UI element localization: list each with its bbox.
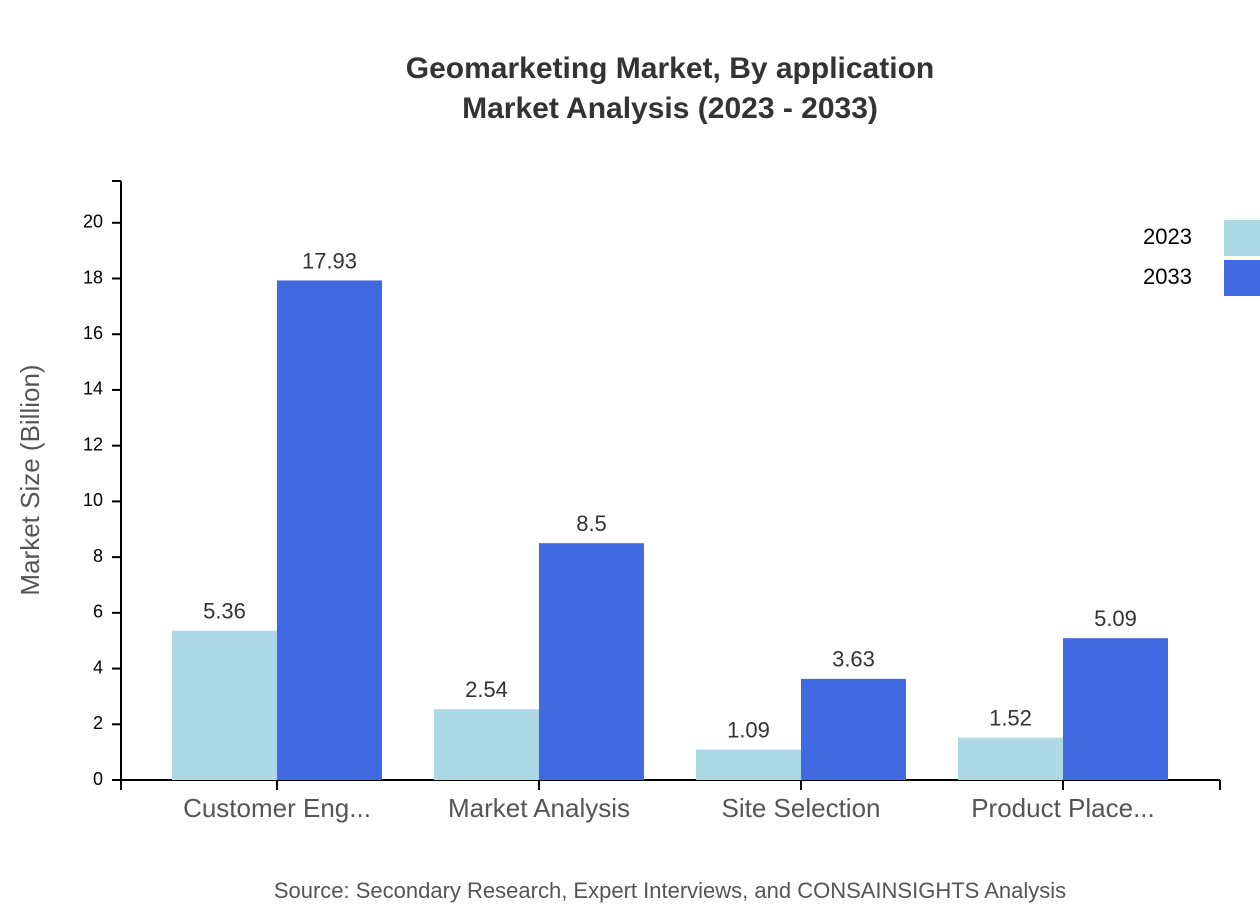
chart-title: Geomarketing Market, By application [406, 52, 934, 85]
x-tick-label: Customer Eng... [183, 793, 371, 823]
source-note: Source: Secondary Research, Expert Inter… [274, 878, 1066, 903]
value-label: 2.54 [465, 677, 508, 702]
value-label: 8.5 [576, 511, 607, 536]
value-label: 5.09 [1094, 606, 1137, 631]
value-label: 3.63 [832, 647, 875, 672]
legend-label: 2023 [1143, 224, 1192, 249]
y-tick-label: 20 [83, 212, 103, 232]
y-tick-label: 8 [93, 546, 103, 566]
bar [696, 749, 801, 780]
value-label: 1.52 [989, 705, 1032, 730]
bar [801, 678, 906, 780]
y-tick-label: 2 [93, 713, 103, 733]
y-tick-label: 4 [93, 657, 103, 677]
legend-swatch [1224, 220, 1260, 256]
x-tick-label: Product Place... [971, 793, 1155, 823]
bar [539, 543, 644, 780]
y-axis-label: Market Size (Billion) [15, 364, 45, 595]
value-label: 5.36 [203, 598, 246, 623]
bar [277, 280, 382, 780]
x-tick-label: Site Selection [722, 793, 881, 823]
y-tick-label: 0 [93, 769, 103, 789]
legend-label: 2033 [1143, 264, 1192, 289]
x-tick-label: Market Analysis [448, 793, 630, 823]
bar [172, 630, 277, 780]
value-label: 17.93 [302, 248, 357, 273]
y-tick-label: 6 [93, 602, 103, 622]
y-tick-label: 14 [83, 379, 103, 399]
legend-swatch [1224, 260, 1260, 296]
y-tick-label: 10 [83, 490, 103, 510]
value-label: 1.09 [727, 717, 770, 742]
bar [958, 737, 1063, 780]
y-tick-label: 18 [83, 267, 103, 287]
bar [1063, 638, 1168, 780]
bar [434, 709, 539, 780]
chart-subtitle: Market Analysis (2023 - 2033) [462, 92, 878, 125]
y-tick-label: 16 [83, 323, 103, 343]
y-tick-label: 12 [83, 434, 103, 454]
